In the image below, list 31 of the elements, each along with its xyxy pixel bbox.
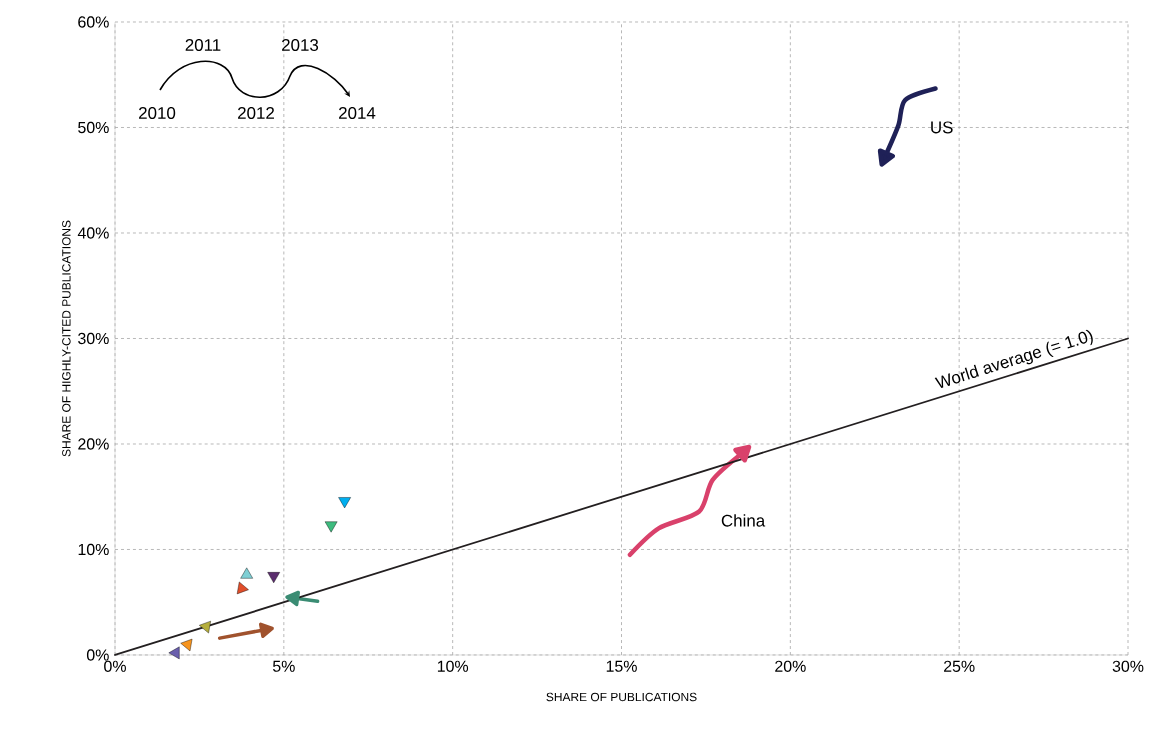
annotation: 2010 (139, 106, 176, 119)
y-tick-label: 60% (78, 16, 109, 28)
x-tick-label: 0% (104, 660, 126, 672)
point (267, 572, 280, 584)
point (338, 497, 351, 509)
x-tick-label: 10% (437, 660, 469, 672)
point (324, 521, 338, 533)
y-tick-label: 40% (77, 227, 109, 239)
annotation: 2011 (185, 38, 221, 51)
y-tick-label: 10% (78, 543, 109, 556)
x-tick-label: 20% (775, 660, 806, 672)
y-tick-label: 50% (78, 121, 109, 134)
text: World average (= 1.0) (934, 329, 1093, 389)
y-tick-label: 20% (78, 438, 109, 450)
y-axis-title: SHARE OF HIGHLY-CITED PUBLICATIONS (62, 220, 71, 457)
series-label: China (721, 514, 766, 527)
point (199, 620, 211, 634)
x-axis-title: SHARE OF PUBLICATIONS (546, 692, 697, 702)
point (168, 646, 180, 660)
annotation: 2013 (282, 38, 319, 51)
x-tick-label: 15% (606, 660, 637, 672)
y-tick-label: 0% (86, 649, 109, 661)
x-tick-label: 5% (272, 660, 295, 672)
point (236, 581, 249, 595)
y-tick-label: 30% (78, 332, 109, 345)
x-tick-label: 25% (944, 660, 975, 672)
annotation: 2014 (339, 106, 376, 119)
x-tick-label: 30% (1112, 660, 1144, 672)
point (180, 638, 193, 652)
annotation: 2012 (238, 106, 274, 119)
series-label: US (931, 121, 953, 134)
